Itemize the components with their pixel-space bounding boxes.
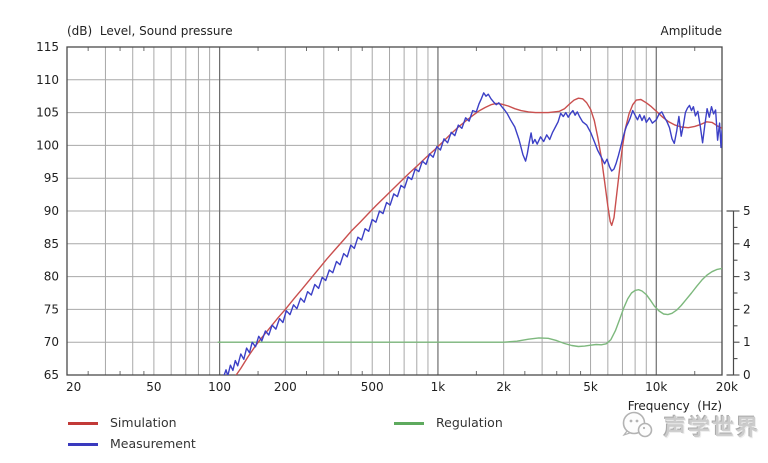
- measurement-swatch: [68, 442, 98, 446]
- svg-text:20k: 20k: [716, 380, 738, 394]
- svg-text:65: 65: [44, 368, 59, 382]
- x-minor-ticks: [87, 47, 696, 375]
- svg-text:100: 100: [36, 138, 59, 152]
- series-regulation: [217, 267, 722, 348]
- left-axis-tick-labels: 65 70 75 80 85 90 95 100 105 110 115: [36, 40, 59, 382]
- svg-text:110: 110: [36, 73, 59, 87]
- svg-text:90: 90: [44, 204, 59, 218]
- svg-text:100: 100: [208, 380, 231, 394]
- svg-text:115: 115: [36, 40, 59, 54]
- series-simulation: [235, 97, 722, 375]
- svg-text:105: 105: [36, 106, 59, 120]
- svg-text:0: 0: [743, 368, 751, 382]
- gridlines: [67, 47, 722, 375]
- svg-text:500: 500: [361, 380, 384, 394]
- right-amplitude-axis: [726, 210, 740, 376]
- svg-text:20: 20: [66, 380, 81, 394]
- watermark-text: 声学世界: [664, 416, 761, 441]
- svg-text:5: 5: [743, 204, 751, 218]
- watermark-logo-icon: [622, 411, 653, 438]
- svg-text:10k: 10k: [645, 380, 667, 394]
- left-axis-title: (dB) Level, Sound pressure: [67, 24, 233, 38]
- plot-frame: [66, 46, 723, 376]
- svg-text:200: 200: [274, 380, 297, 394]
- svg-text:5k: 5k: [583, 380, 598, 394]
- svg-text:2: 2: [743, 302, 751, 316]
- legend-item-regulation: Regulation: [394, 416, 503, 430]
- regulation-swatch: [394, 421, 424, 425]
- svg-text:4: 4: [743, 237, 751, 251]
- svg-text:1k: 1k: [431, 380, 446, 394]
- svg-text:50: 50: [146, 380, 161, 394]
- svg-text:85: 85: [44, 237, 59, 251]
- legend-label-regulation: Regulation: [436, 415, 503, 430]
- x-axis-tick-labels: 20 50 100 200 500 1k 2k 5k 10k 20k: [66, 380, 738, 394]
- legend-label-measurement: Measurement: [110, 436, 196, 451]
- svg-text:1: 1: [743, 335, 751, 349]
- svg-text:3: 3: [743, 270, 751, 284]
- series-measurement: [223, 92, 722, 375]
- right-axis-tick-labels: 0 1 2 3 4 5: [743, 204, 751, 382]
- watermark: 声学世界: [620, 406, 760, 446]
- svg-text:75: 75: [44, 302, 59, 316]
- right-axis-title: Amplitude: [660, 24, 723, 38]
- svg-text:70: 70: [44, 335, 59, 349]
- svg-text:80: 80: [44, 270, 59, 284]
- legend-item-measurement: Measurement: [68, 437, 196, 451]
- svg-text:2k: 2k: [496, 380, 511, 394]
- legend-label-simulation: Simulation: [110, 415, 177, 430]
- simulation-swatch: [68, 421, 98, 425]
- legend-item-simulation: Simulation: [68, 416, 177, 430]
- x-axis-label: Frequency (Hz): [627, 399, 722, 413]
- svg-text:95: 95: [44, 171, 59, 185]
